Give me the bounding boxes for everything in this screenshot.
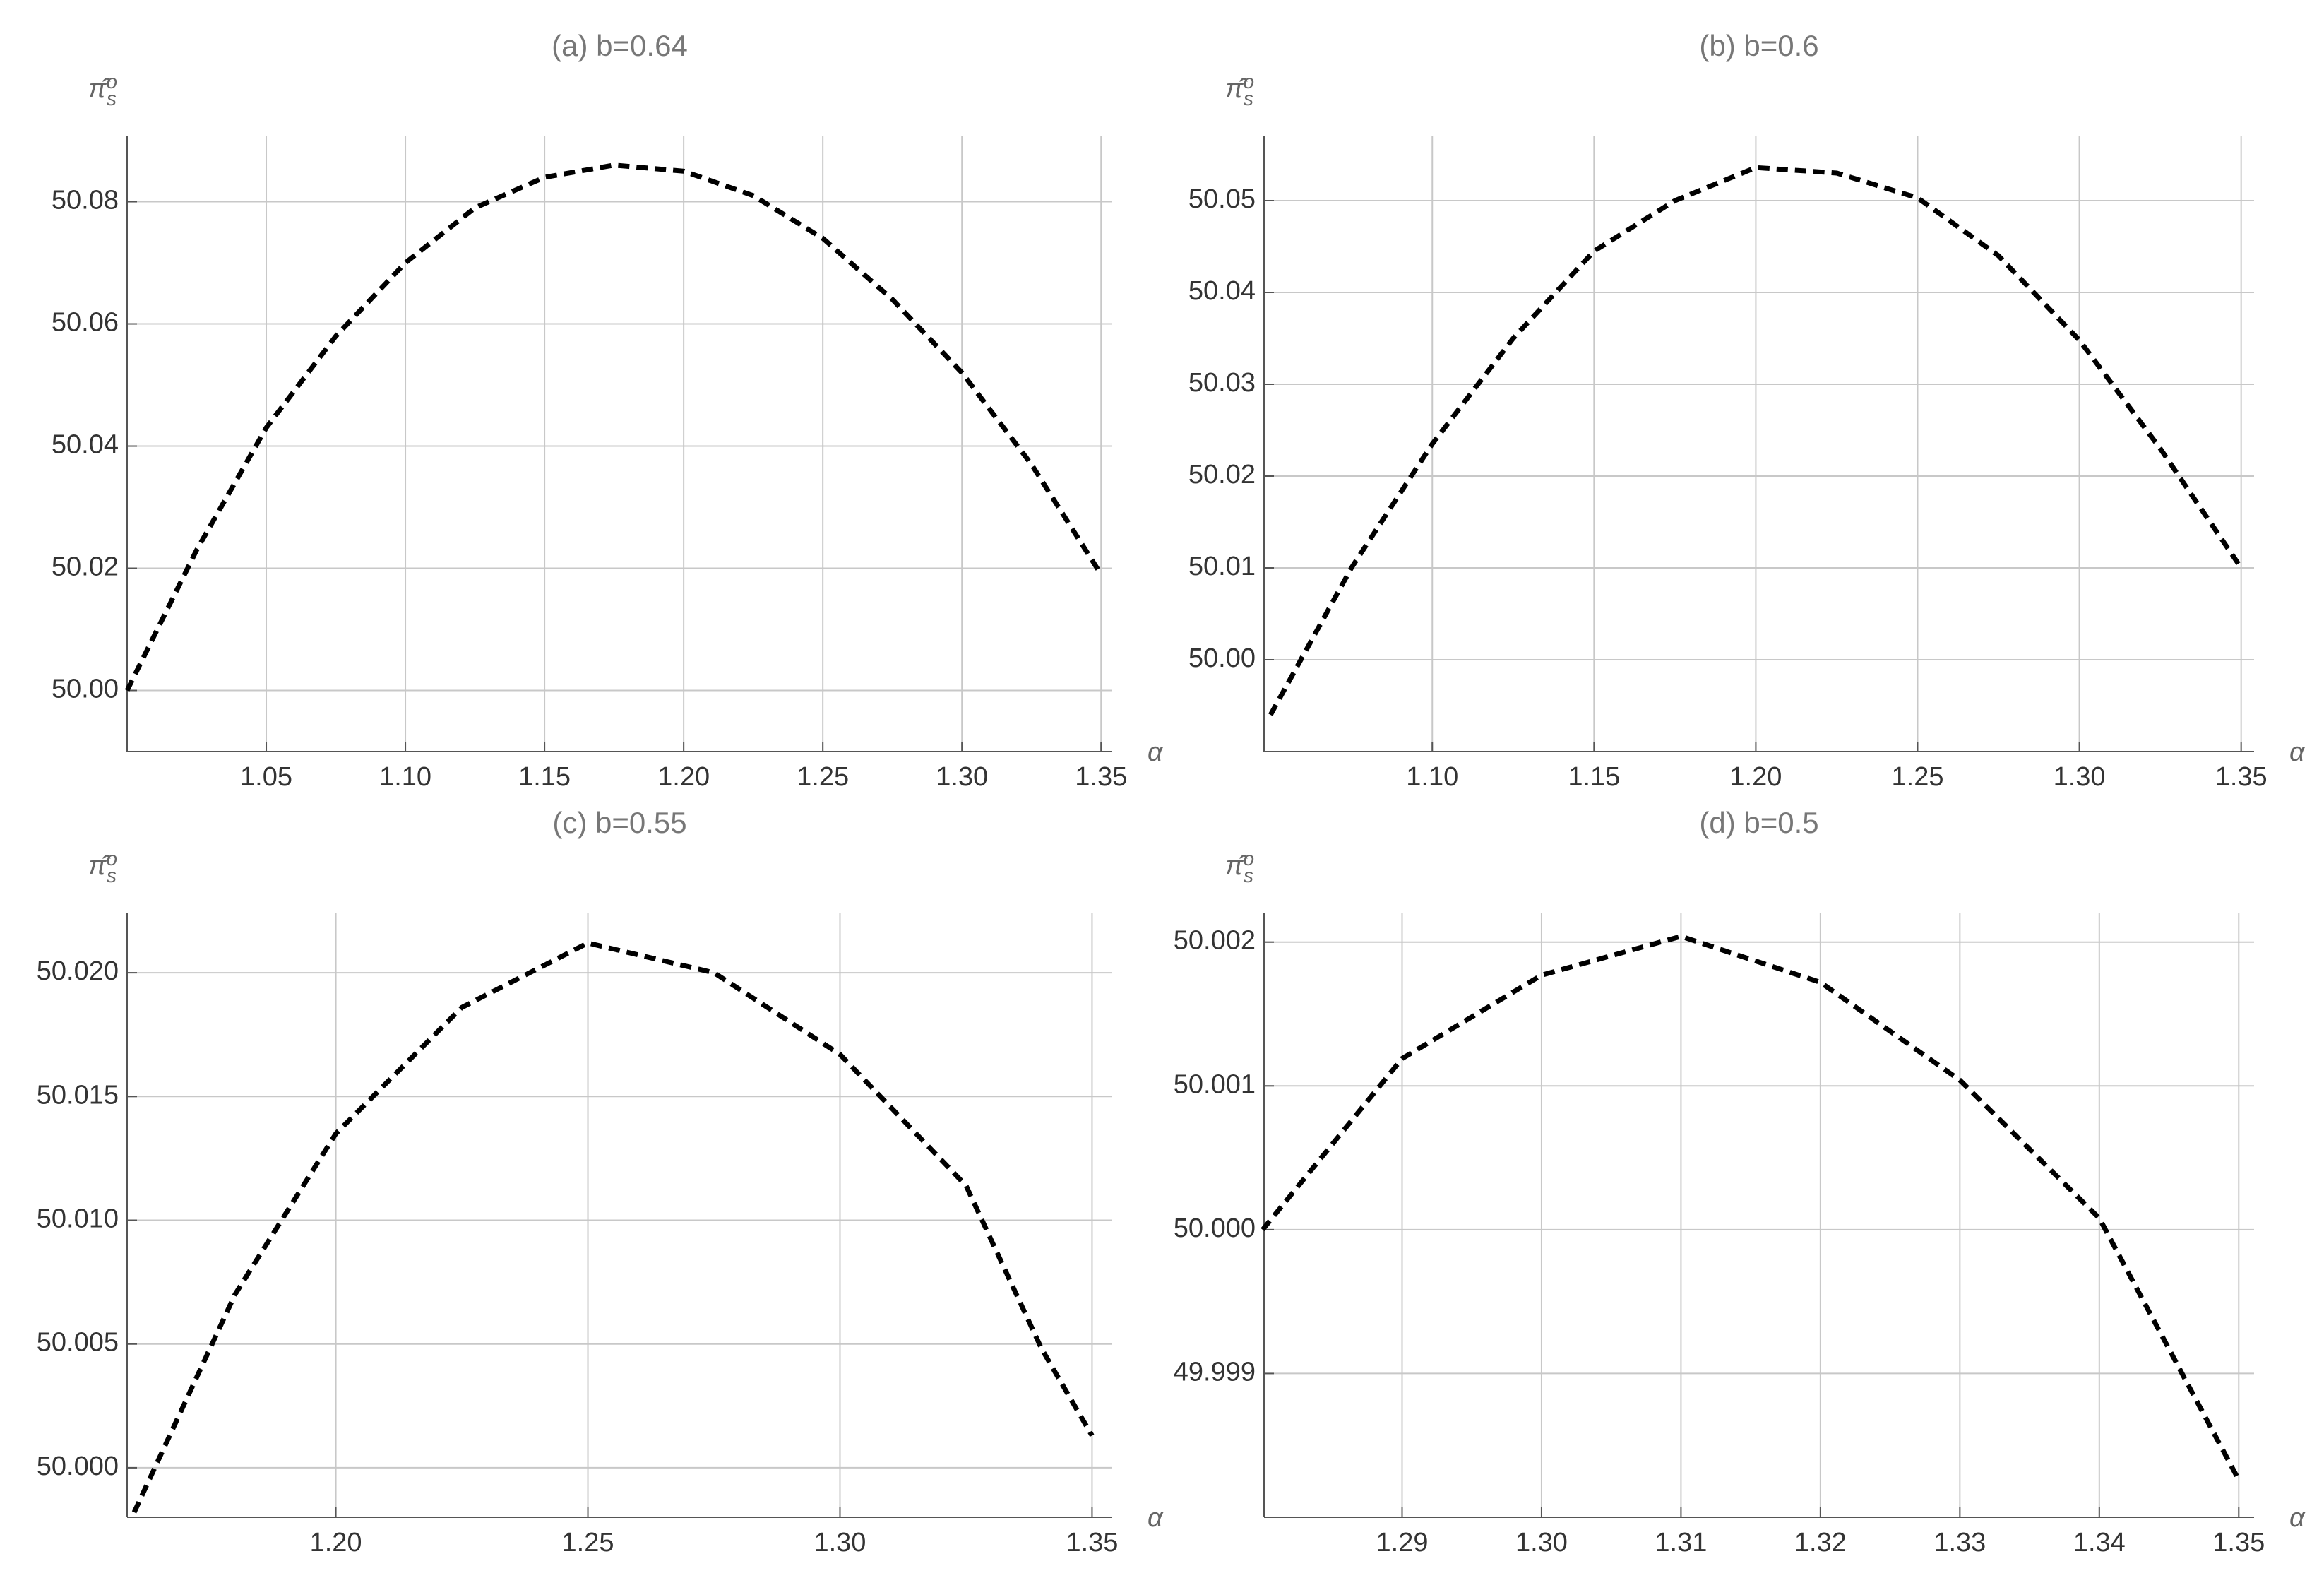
- y-tick-label: 50.001: [1174, 1069, 1256, 1099]
- x-axis-label: α: [1148, 1503, 1164, 1533]
- x-tick-label: 1.35: [2212, 1528, 2265, 1558]
- y-tick-label: 50.010: [37, 1204, 119, 1234]
- y-axis-label: π̂o s: [88, 71, 117, 109]
- x-tick-label: 1.15: [1568, 762, 1620, 792]
- x-axis-label: α: [2289, 1503, 2306, 1533]
- data-line: [131, 940, 1095, 1514]
- data-line: [124, 162, 1104, 692]
- chart-title: (c) b=0.55: [552, 806, 686, 839]
- x-tick-label: 1.20: [310, 1528, 362, 1558]
- x-tick-label: 1.29: [1376, 1528, 1429, 1558]
- x-tick-label: 1.10: [379, 762, 431, 792]
- y-label-sub: s: [1244, 865, 1253, 886]
- y-tick-label: 50.02: [52, 552, 119, 582]
- x-tick-label: 1.30: [1515, 1528, 1568, 1558]
- x-tick-label: 1.05: [240, 762, 292, 792]
- x-tick-label: 1.33: [1933, 1528, 1986, 1558]
- y-tick-label: 50.005: [37, 1328, 119, 1358]
- x-tick-label: 1.30: [814, 1528, 866, 1558]
- y-label-sub: s: [107, 865, 117, 886]
- x-tick-label: 1.31: [1655, 1528, 1707, 1558]
- x-tick-label: 1.35: [2215, 762, 2268, 792]
- y-axis-label: π̂o s: [1225, 848, 1254, 886]
- x-tick-label: 1.20: [657, 762, 710, 792]
- chart-title: (b) b=0.6: [1699, 29, 1818, 62]
- y-label-sup: o: [106, 848, 117, 870]
- data-line: [1261, 933, 2241, 1481]
- y-tick-label: 50.000: [1174, 1214, 1256, 1243]
- y-tick-label: 49.999: [1174, 1357, 1256, 1387]
- y-tick-label: 50.05: [1188, 184, 1256, 214]
- y-tick-label: 50.02: [1188, 460, 1256, 490]
- y-label-sub: s: [107, 88, 117, 109]
- y-tick-label: 50.002: [1174, 926, 1256, 956]
- x-tick-label: 1.30: [936, 762, 988, 792]
- x-tick-label: 1.30: [2054, 762, 2106, 792]
- y-tick-label: 50.03: [1188, 368, 1256, 398]
- x-tick-label: 1.10: [1406, 762, 1458, 792]
- y-axis-label: π̂o s: [1225, 71, 1254, 109]
- y-label-sup: o: [106, 71, 117, 93]
- y-tick-label: 50.08: [52, 186, 119, 215]
- x-tick-label: 1.32: [1794, 1528, 1847, 1558]
- x-tick-label: 1.25: [562, 1528, 614, 1558]
- x-tick-label: 1.25: [1892, 762, 1944, 792]
- x-tick-label: 1.35: [1066, 1528, 1118, 1558]
- chart-title: (a) b=0.64: [552, 29, 688, 62]
- y-tick-label: 50.00: [1188, 643, 1256, 673]
- data-line: [1268, 165, 2243, 716]
- x-tick-label: 1.35: [1075, 762, 1127, 792]
- y-label-sup: o: [1243, 71, 1254, 93]
- y-axis-label: π̂o s: [88, 848, 117, 886]
- x-tick-label: 1.20: [1729, 762, 1782, 792]
- y-tick-label: 50.00: [52, 675, 119, 704]
- x-tick-label: 1.25: [797, 762, 849, 792]
- y-tick-label: 50.06: [52, 308, 119, 338]
- x-axis-label: α: [1148, 737, 1164, 767]
- x-tick-label: 1.34: [2073, 1528, 2126, 1558]
- chart-title: (d) b=0.5: [1699, 806, 1818, 839]
- y-tick-label: 50.04: [1188, 276, 1256, 306]
- y-tick-label: 50.000: [37, 1452, 119, 1481]
- y-tick-label: 50.01: [1188, 552, 1256, 581]
- y-tick-label: 50.04: [52, 430, 119, 460]
- x-axis-label: α: [2289, 737, 2306, 767]
- y-label-sup: o: [1243, 848, 1254, 870]
- x-tick-label: 1.15: [518, 762, 571, 792]
- y-tick-label: 50.020: [37, 956, 119, 986]
- y-label-sub: s: [1244, 88, 1253, 109]
- y-tick-label: 50.015: [37, 1080, 119, 1110]
